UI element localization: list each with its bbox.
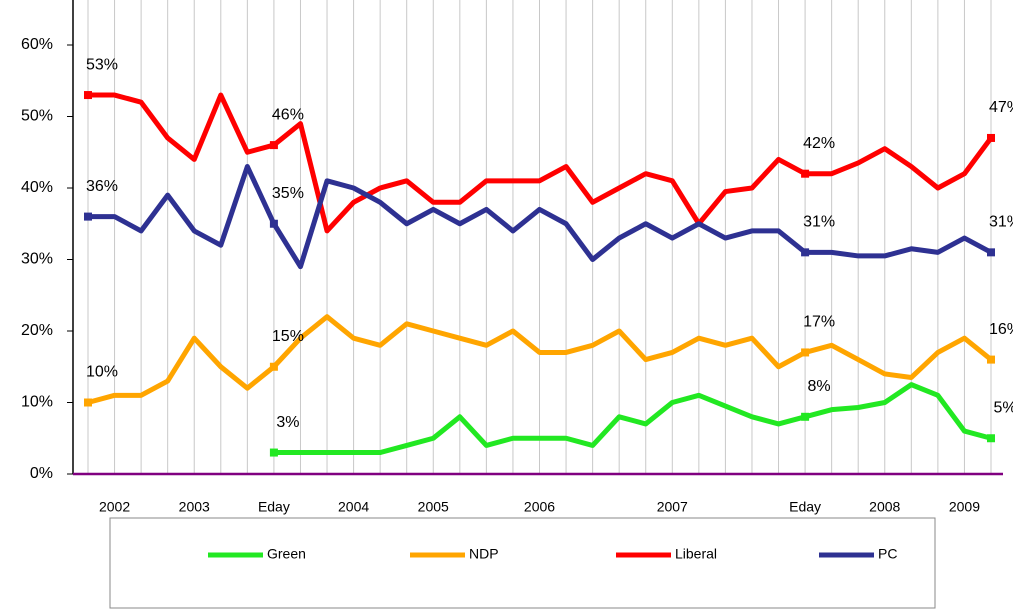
x-tick-label: 2005 bbox=[418, 499, 449, 515]
data-label: 15% bbox=[272, 328, 304, 345]
y-tick-label: 50% bbox=[21, 108, 53, 125]
data-label: 47% bbox=[989, 99, 1013, 116]
x-tick-label: 2007 bbox=[657, 499, 688, 515]
legend-label: Liberal bbox=[675, 546, 717, 562]
data-label: 3% bbox=[276, 414, 299, 431]
data-label: 53% bbox=[86, 56, 118, 73]
y-tick-label: 30% bbox=[21, 251, 53, 268]
point-marker bbox=[84, 398, 92, 407]
point-marker bbox=[801, 248, 810, 257]
data-label: 8% bbox=[808, 378, 831, 395]
series-line bbox=[88, 92, 994, 234]
x-tick-label: Eday bbox=[258, 499, 290, 515]
y-tick-label: 10% bbox=[21, 394, 53, 411]
x-tick-label: 2004 bbox=[338, 499, 369, 515]
point-marker bbox=[84, 91, 92, 100]
data-label: 17% bbox=[803, 314, 835, 331]
series-line bbox=[88, 164, 993, 270]
data-label: 46% bbox=[272, 106, 304, 123]
point-marker bbox=[269, 362, 278, 371]
point-marker bbox=[269, 141, 278, 150]
point-marker bbox=[269, 448, 278, 457]
point-marker bbox=[987, 133, 995, 142]
point-marker bbox=[269, 219, 278, 228]
x-tick-label: 2002 bbox=[99, 499, 130, 515]
data-label: 36% bbox=[86, 178, 118, 195]
point-marker bbox=[801, 412, 810, 421]
x-tick-label: Eday bbox=[789, 499, 821, 515]
data-label: 16% bbox=[989, 321, 1013, 338]
point-marker bbox=[84, 212, 92, 221]
point-marker bbox=[987, 434, 995, 443]
legend-label: NDP bbox=[469, 546, 499, 562]
x-tick-label: 2003 bbox=[179, 499, 210, 515]
series-line bbox=[273, 382, 992, 456]
point-marker bbox=[801, 348, 810, 357]
data-label: 35% bbox=[272, 185, 304, 202]
y-tick-label: 60% bbox=[21, 36, 53, 53]
data-label: 31% bbox=[989, 214, 1013, 231]
y-tick-label: 20% bbox=[21, 322, 53, 339]
y-tick-label: 0% bbox=[30, 465, 53, 482]
point-marker bbox=[987, 248, 995, 257]
series-line bbox=[87, 314, 993, 405]
y-tick-label: 40% bbox=[21, 179, 53, 196]
data-label: 5% bbox=[993, 399, 1013, 416]
legend-label: Green bbox=[267, 546, 306, 562]
legend-label: PC bbox=[878, 546, 897, 562]
point-marker bbox=[987, 355, 995, 364]
data-label: 42% bbox=[803, 135, 835, 152]
x-tick-label: 2008 bbox=[869, 499, 900, 515]
x-tick-label: 2006 bbox=[524, 499, 555, 515]
legend-box bbox=[109, 517, 936, 609]
data-label: 31% bbox=[803, 214, 835, 231]
x-tick-label: 2009 bbox=[949, 499, 980, 515]
data-label: 10% bbox=[86, 364, 118, 381]
point-marker bbox=[801, 169, 810, 178]
